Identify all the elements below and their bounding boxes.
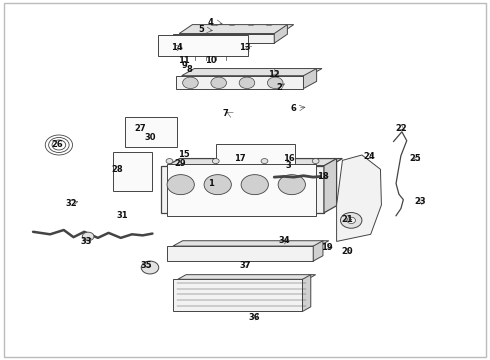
Circle shape — [141, 261, 159, 274]
Polygon shape — [173, 33, 274, 43]
Circle shape — [312, 158, 319, 163]
Polygon shape — [161, 166, 324, 213]
Polygon shape — [182, 68, 322, 76]
Text: 4: 4 — [208, 18, 214, 27]
Polygon shape — [167, 246, 313, 261]
Text: 14: 14 — [171, 43, 183, 52]
Text: 10: 10 — [205, 56, 217, 65]
FancyBboxPatch shape — [158, 35, 248, 56]
Text: 17: 17 — [234, 154, 246, 163]
Polygon shape — [303, 68, 317, 89]
Text: 27: 27 — [134, 124, 146, 133]
Text: 8: 8 — [186, 65, 192, 74]
Text: 5: 5 — [198, 26, 204, 35]
Circle shape — [261, 158, 268, 163]
Text: 35: 35 — [141, 261, 152, 270]
Text: 3: 3 — [286, 161, 292, 170]
Circle shape — [239, 77, 255, 89]
Text: 22: 22 — [395, 124, 407, 133]
Text: 9: 9 — [181, 61, 187, 70]
Text: 15: 15 — [178, 150, 190, 159]
Text: 6: 6 — [291, 104, 296, 113]
Text: 34: 34 — [278, 236, 290, 245]
Circle shape — [82, 232, 94, 241]
Circle shape — [204, 175, 231, 195]
Polygon shape — [337, 155, 381, 242]
Polygon shape — [324, 158, 337, 213]
Text: 16: 16 — [283, 154, 294, 163]
Text: 29: 29 — [175, 159, 187, 168]
Polygon shape — [176, 76, 303, 89]
FancyBboxPatch shape — [124, 117, 177, 147]
FancyBboxPatch shape — [216, 144, 295, 169]
Text: 2: 2 — [276, 83, 282, 92]
Text: 7: 7 — [222, 109, 228, 118]
Circle shape — [167, 175, 195, 195]
Text: 23: 23 — [415, 197, 426, 206]
Polygon shape — [173, 279, 302, 311]
Text: 11: 11 — [178, 56, 190, 65]
Circle shape — [347, 217, 356, 224]
FancyBboxPatch shape — [114, 152, 152, 192]
Text: 25: 25 — [410, 154, 421, 163]
Circle shape — [278, 175, 305, 195]
Circle shape — [268, 77, 283, 89]
Circle shape — [241, 175, 269, 195]
Text: 33: 33 — [81, 237, 93, 246]
Polygon shape — [179, 24, 294, 33]
Polygon shape — [302, 275, 311, 311]
Polygon shape — [274, 24, 288, 43]
Text: 20: 20 — [342, 247, 353, 256]
Polygon shape — [167, 158, 343, 166]
Text: 30: 30 — [144, 132, 156, 141]
Text: 1: 1 — [208, 179, 214, 188]
Text: 36: 36 — [249, 313, 261, 322]
Text: 32: 32 — [65, 199, 77, 208]
Text: 24: 24 — [364, 152, 375, 161]
Text: 13: 13 — [239, 43, 251, 52]
Text: 26: 26 — [51, 140, 63, 149]
Text: 12: 12 — [269, 70, 280, 79]
Polygon shape — [178, 275, 316, 279]
Polygon shape — [173, 241, 329, 246]
Text: 19: 19 — [321, 243, 333, 252]
Circle shape — [211, 77, 226, 89]
Text: 18: 18 — [317, 172, 329, 181]
Text: 31: 31 — [117, 211, 128, 220]
Text: 28: 28 — [111, 165, 122, 174]
Circle shape — [166, 158, 173, 163]
Circle shape — [341, 212, 362, 228]
Circle shape — [183, 77, 198, 89]
Polygon shape — [313, 241, 323, 261]
Text: 37: 37 — [239, 261, 251, 270]
FancyBboxPatch shape — [167, 163, 316, 216]
Text: 21: 21 — [342, 215, 353, 224]
Circle shape — [212, 158, 219, 163]
